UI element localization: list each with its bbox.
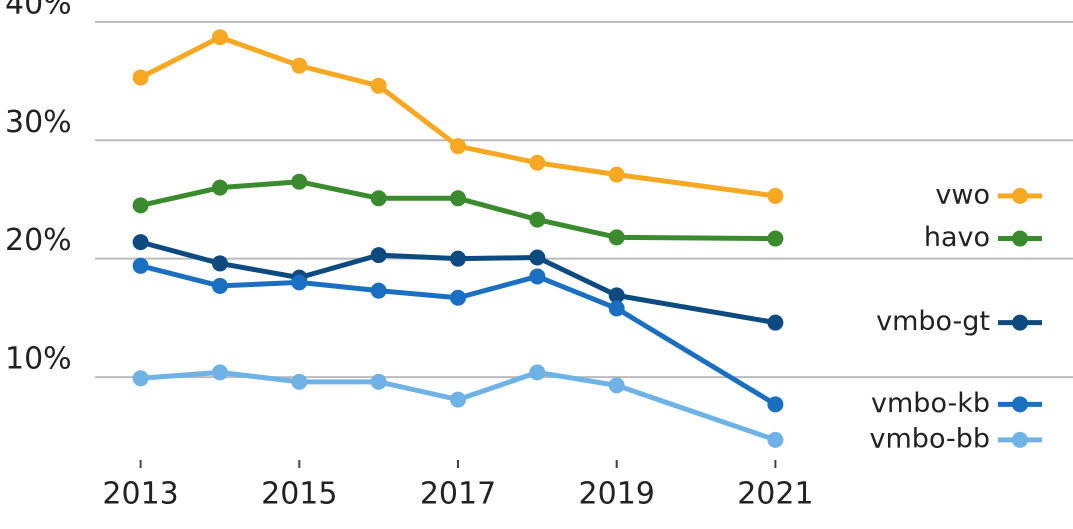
point <box>370 282 387 299</box>
point <box>767 187 784 204</box>
series-line <box>139 263 777 407</box>
series-line <box>139 34 776 199</box>
point <box>132 257 149 274</box>
point <box>450 250 466 267</box>
point <box>291 373 308 390</box>
point <box>291 57 308 74</box>
point <box>608 229 625 246</box>
point <box>450 289 466 306</box>
point <box>608 377 625 394</box>
y-tick-label: 40% <box>5 0 72 21</box>
legend-label: vmbo-kb <box>871 388 990 419</box>
x-tick-label: 2021 <box>737 477 813 512</box>
legend-dot <box>1012 396 1028 413</box>
point <box>608 300 625 317</box>
x-tick-label: 2013 <box>102 477 178 512</box>
point <box>450 138 466 155</box>
x-tick-label: 2015 <box>261 477 337 512</box>
point <box>529 268 546 285</box>
legend-label: vwo <box>935 179 990 210</box>
point <box>211 277 228 294</box>
point <box>211 29 228 46</box>
y-tick-label: 30% <box>5 105 72 140</box>
point <box>608 166 625 183</box>
point <box>211 179 228 196</box>
point <box>132 370 149 387</box>
point <box>370 77 387 94</box>
legend-dot <box>1012 314 1028 331</box>
point <box>767 314 784 331</box>
y-tick-label: 10% <box>5 342 72 377</box>
point <box>529 364 546 381</box>
point <box>450 391 466 408</box>
point <box>529 249 546 266</box>
legend-label: havo <box>924 222 990 253</box>
legend-dot <box>1012 431 1028 448</box>
series-line <box>140 179 776 242</box>
point <box>529 211 546 228</box>
point <box>370 247 387 264</box>
point <box>211 255 228 272</box>
x-tick-label: 2019 <box>579 477 655 512</box>
legend-dot <box>1012 230 1028 247</box>
point <box>132 234 149 251</box>
point <box>608 287 625 304</box>
legend-label: vmbo-bb <box>870 423 990 454</box>
y-tick-label: 20% <box>5 223 72 258</box>
series-line <box>139 239 776 326</box>
point <box>767 396 784 413</box>
point <box>211 364 228 381</box>
point <box>132 69 149 86</box>
point <box>370 373 387 390</box>
series-line <box>140 369 777 443</box>
x-tick-label: 2017 <box>420 477 496 512</box>
point <box>529 154 546 171</box>
point <box>132 197 149 214</box>
point <box>767 230 784 247</box>
legend-dot <box>1012 187 1028 204</box>
point <box>370 190 387 207</box>
point <box>767 431 784 448</box>
point <box>450 190 466 207</box>
legend-label: vmbo-gt <box>876 306 990 337</box>
point <box>291 274 308 291</box>
point <box>291 173 308 190</box>
